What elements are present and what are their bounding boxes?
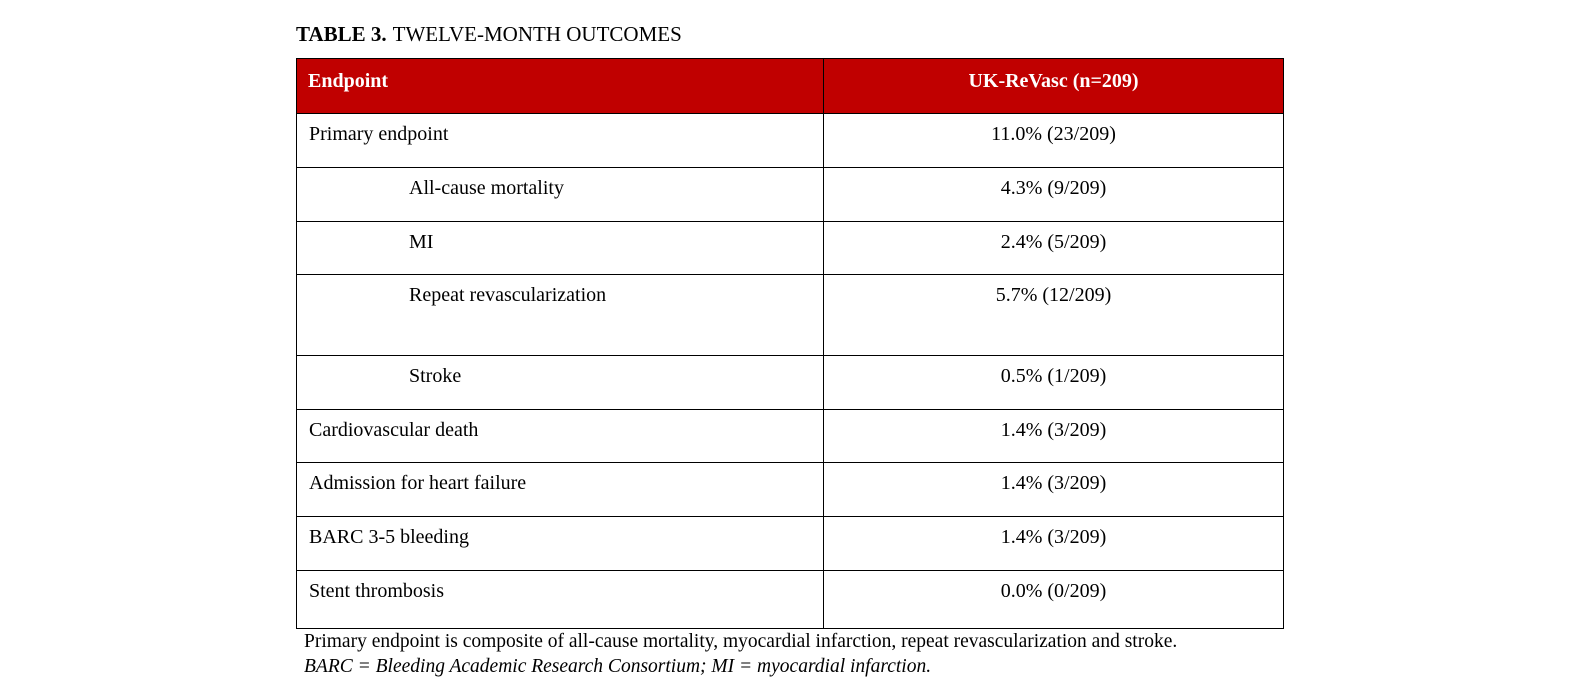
table-row: Repeat revascularization 5.7% (12/209): [296, 274, 1284, 356]
endpoint-cell: Stroke: [296, 355, 824, 410]
value-cell: 2.4% (5/209): [823, 221, 1284, 275]
table-header-row: Endpoint UK-ReVasc (n=209): [296, 58, 1284, 114]
value-cell: 1.4% (3/209): [823, 409, 1284, 463]
header-cell-endpoint: Endpoint: [296, 58, 824, 114]
value-cell: 1.4% (3/209): [823, 462, 1284, 517]
table-footnotes: Primary endpoint is composite of all-cau…: [304, 629, 1304, 679]
value-cell: 0.0% (0/209): [823, 570, 1284, 629]
value-cell: 1.4% (3/209): [823, 516, 1284, 571]
table-row: Cardiovascular death 1.4% (3/209): [296, 409, 1284, 463]
value-cell: 4.3% (9/209): [823, 167, 1284, 222]
endpoint-cell: BARC 3-5 bleeding: [296, 516, 824, 571]
endpoint-cell: Repeat revascularization: [296, 274, 824, 356]
table-row: Stent thrombosis 0.0% (0/209): [296, 570, 1284, 629]
endpoint-cell: MI: [296, 221, 824, 275]
table-row: Admission for heart failure 1.4% (3/209): [296, 462, 1284, 517]
endpoint-cell: All-cause mortality: [296, 167, 824, 222]
endpoint-cell: Cardiovascular death: [296, 409, 824, 463]
table-number-label: TABLE 3.: [296, 22, 387, 46]
table-caption: TWELVE-MONTH OUTCOMES: [392, 22, 682, 46]
table-title: TABLE 3. TWELVE-MONTH OUTCOMES: [296, 22, 682, 47]
footnote-abbreviations: BARC = Bleeding Academic Research Consor…: [304, 656, 932, 677]
value-cell: 5.7% (12/209): [823, 274, 1284, 356]
value-cell: 11.0% (23/209): [823, 113, 1284, 168]
endpoint-cell: Stent thrombosis: [296, 570, 824, 629]
table-row: MI 2.4% (5/209): [296, 221, 1284, 275]
table-row: Stroke 0.5% (1/209): [296, 355, 1284, 410]
table-row: All-cause mortality 4.3% (9/209): [296, 167, 1284, 222]
endpoint-cell: Primary endpoint: [296, 113, 824, 168]
table-row: BARC 3-5 bleeding 1.4% (3/209): [296, 516, 1284, 571]
header-cell-ukrevasc: UK-ReVasc (n=209): [823, 58, 1284, 114]
endpoint-cell: Admission for heart failure: [296, 462, 824, 517]
table-row: Primary endpoint 11.0% (23/209): [296, 113, 1284, 168]
outcomes-table: Endpoint UK-ReVasc (n=209) Primary endpo…: [296, 58, 1284, 629]
value-cell: 0.5% (1/209): [823, 355, 1284, 410]
footnote-primary-endpoint: Primary endpoint is composite of all-cau…: [304, 631, 1178, 652]
